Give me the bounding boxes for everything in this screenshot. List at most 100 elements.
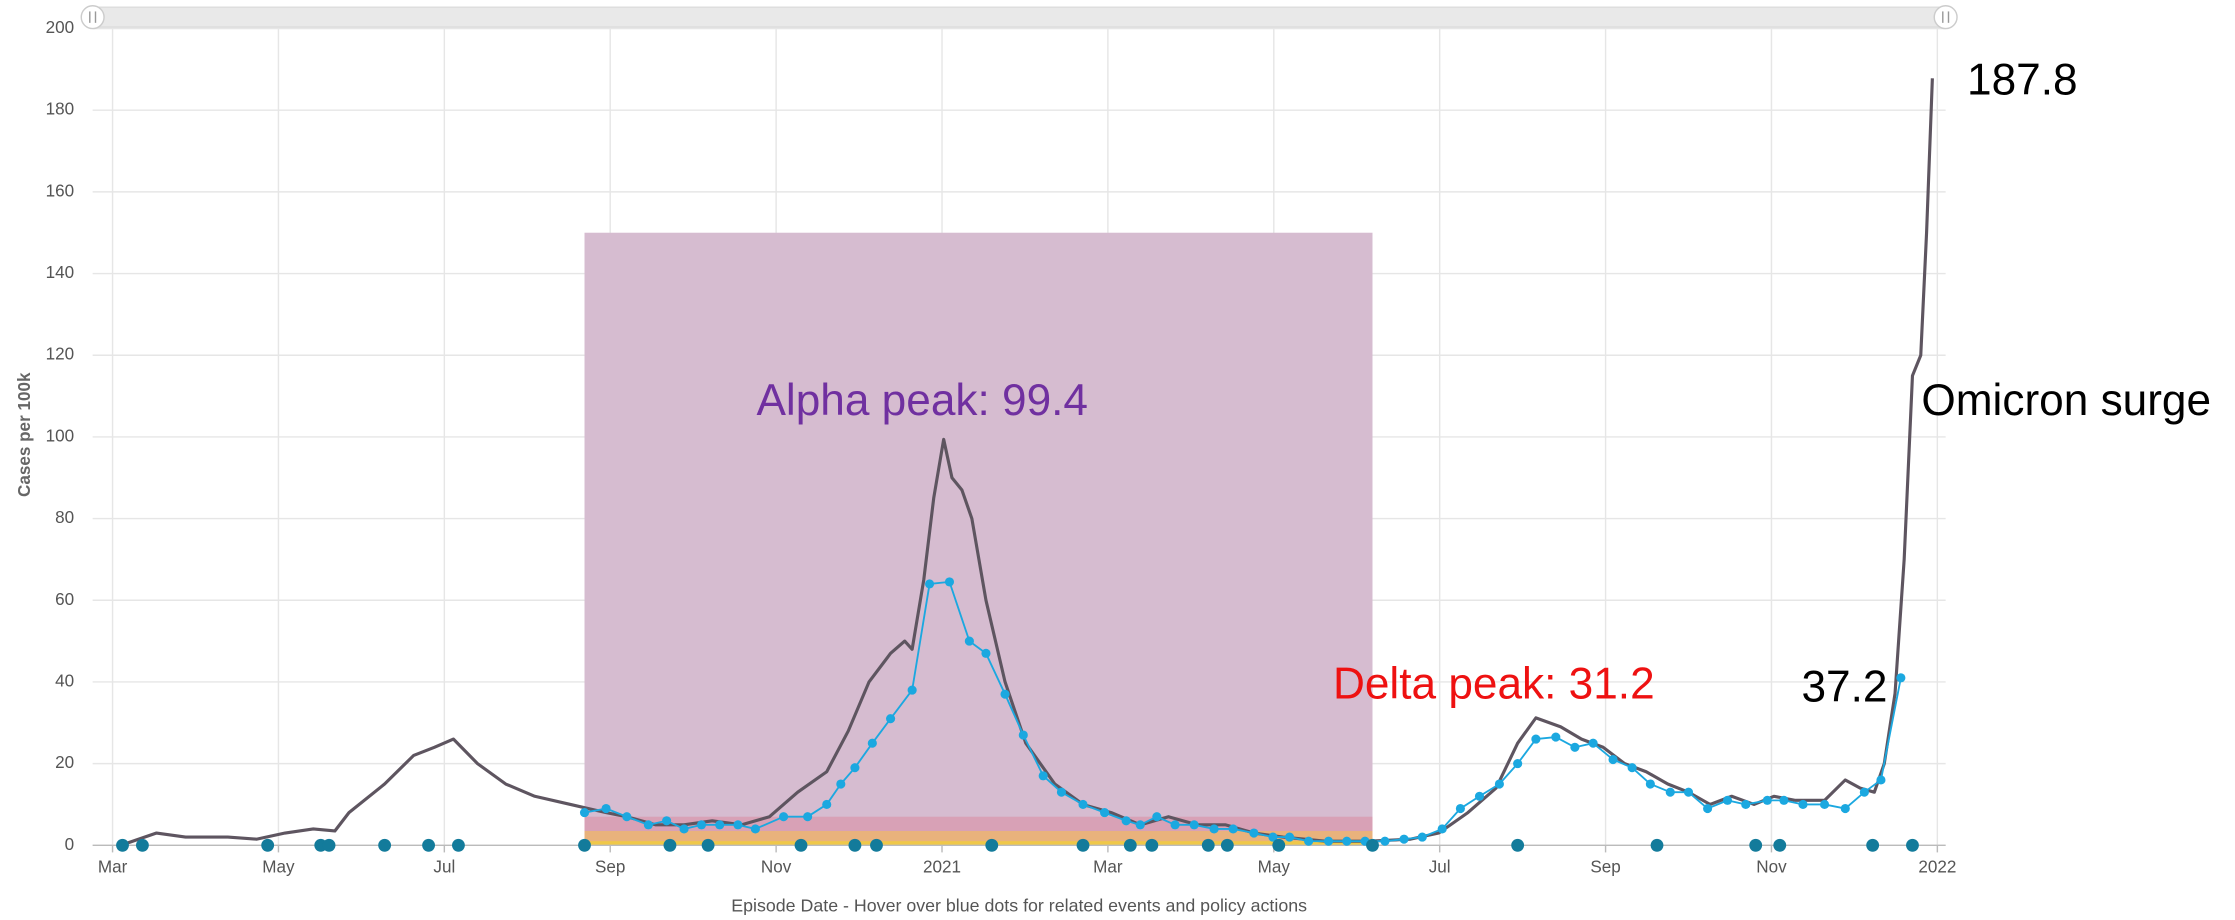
data-dot (1417, 832, 1427, 842)
data-dot (836, 779, 846, 789)
data-dot (1455, 803, 1465, 814)
data-dot (1741, 799, 1751, 810)
data-dot (1683, 787, 1694, 797)
event-dot[interactable] (1866, 838, 1880, 852)
annotation: 187.8 (1967, 55, 2078, 104)
data-dot (779, 812, 789, 822)
annotation: Omicron surge (1921, 376, 2211, 425)
data-dot (1645, 779, 1655, 789)
data-dot (1608, 754, 1618, 765)
event-dot[interactable] (1145, 838, 1159, 852)
annotation: Delta peak: 31.2 (1333, 660, 1655, 709)
data-dot (1100, 808, 1110, 818)
event-dot[interactable] (1773, 838, 1787, 852)
data-dot (1551, 732, 1561, 742)
data-dot (1876, 775, 1886, 785)
y-tick-label: 20 (55, 753, 74, 772)
y-axis-title: Cases per 100k (15, 372, 34, 497)
annotation: Alpha peak: 99.4 (756, 376, 1088, 425)
data-dot (1323, 836, 1334, 846)
data-dot (1228, 824, 1238, 834)
slider-track[interactable] (87, 6, 1951, 28)
data-dot (907, 685, 917, 695)
data-dot (964, 636, 974, 646)
x-axis-title: Episode Date - Hover over blue dots for … (731, 895, 1307, 915)
data-dot (733, 820, 743, 830)
data-dot (643, 820, 653, 830)
shaded-region (584, 841, 1373, 846)
data-dot (1209, 824, 1219, 834)
x-tick-label: Mar (98, 858, 128, 877)
x-tick-label: 2021 (923, 858, 961, 877)
data-dot (944, 577, 955, 587)
data-dot (622, 812, 632, 822)
y-tick-label: 140 (46, 263, 75, 282)
event-dot[interactable] (1201, 838, 1215, 852)
event-dot[interactable] (578, 838, 591, 852)
data-dot (1474, 791, 1485, 801)
event-dot[interactable] (378, 838, 392, 852)
data-dot (925, 579, 935, 589)
event-dot[interactable] (261, 838, 275, 852)
x-tick-label: 2022 (1918, 858, 1956, 877)
event-dot[interactable] (848, 838, 862, 852)
data-dot (1189, 820, 1199, 830)
data-dot (1762, 795, 1772, 805)
data-dot (1798, 799, 1808, 810)
data-dot (662, 816, 672, 826)
event-dot[interactable] (1272, 838, 1286, 852)
event-dot[interactable] (1076, 838, 1090, 852)
y-tick-label: 40 (55, 671, 74, 690)
event-dot[interactable] (1220, 838, 1234, 852)
data-dot (886, 714, 896, 724)
event-dot[interactable] (794, 838, 808, 852)
data-dot (601, 803, 611, 814)
event-dot[interactable] (422, 838, 435, 852)
event-dot[interactable] (322, 838, 336, 852)
x-tick-label: Sep (595, 858, 625, 877)
data-dot (1859, 787, 1869, 797)
x-tick-label: Jul (1429, 858, 1451, 877)
range-slider[interactable] (80, 5, 1958, 30)
data-dot (803, 812, 813, 822)
event-dot[interactable] (136, 838, 149, 852)
slider-handle-left[interactable] (80, 5, 105, 30)
x-tick-label: May (1258, 858, 1291, 877)
x-tick-label: May (262, 858, 295, 877)
data-dot (1665, 787, 1675, 797)
data-dot (1840, 803, 1850, 814)
x-tick-label: Mar (1093, 858, 1123, 877)
data-dot (1170, 820, 1180, 830)
x-tick-label: Nov (1756, 858, 1787, 877)
event-dot[interactable] (116, 838, 129, 852)
event-dot[interactable] (701, 838, 715, 852)
data-dot (1121, 816, 1131, 826)
data-dot (1249, 828, 1259, 838)
y-tick-label: 120 (46, 345, 75, 364)
event-dot[interactable] (1906, 838, 1919, 852)
event-dot[interactable] (1650, 838, 1664, 852)
data-dot (1152, 812, 1162, 822)
slider-handle-right[interactable] (1933, 5, 1958, 30)
x-tick-label: Sep (1590, 858, 1620, 877)
event-dot[interactable] (985, 838, 999, 852)
data-dot (1627, 763, 1637, 773)
data-dot (579, 808, 590, 818)
event-dot[interactable] (1511, 838, 1525, 852)
event-dot[interactable] (1749, 838, 1763, 852)
event-dot[interactable] (663, 838, 677, 852)
data-dot (1000, 689, 1010, 699)
data-dot (1304, 836, 1314, 846)
data-dot (1268, 832, 1278, 842)
annotation: 37.2 (1801, 663, 1887, 712)
y-tick-label: 0 (65, 835, 75, 854)
event-dot[interactable] (452, 838, 465, 852)
data-dot (1703, 803, 1713, 814)
event-dot[interactable] (1123, 838, 1137, 852)
event-dot[interactable] (870, 838, 883, 852)
data-dot (1896, 673, 1906, 683)
event-dot[interactable] (1366, 838, 1379, 852)
y-tick-label: 200 (46, 18, 75, 37)
data-dot (1135, 820, 1145, 830)
